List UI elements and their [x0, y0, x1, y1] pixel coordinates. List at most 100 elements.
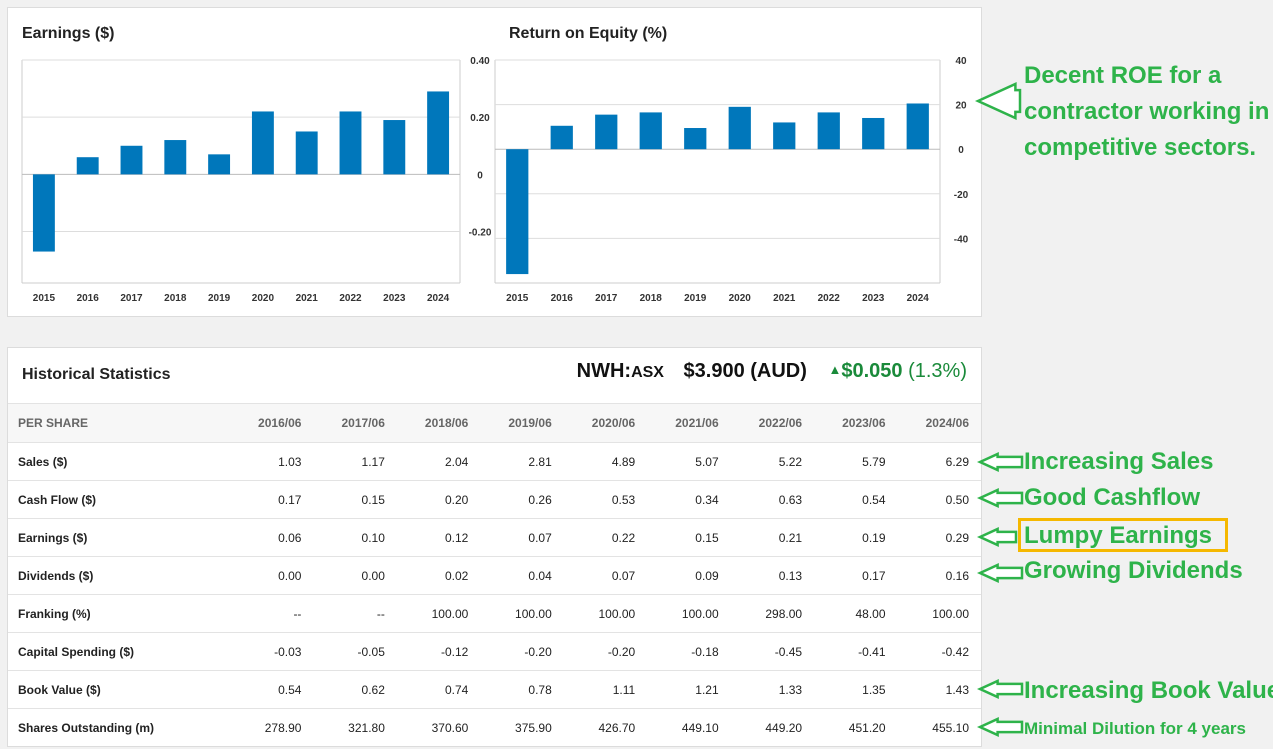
table-cell: 298.00: [730, 594, 815, 633]
book-value-arrow-icon: [976, 679, 1024, 699]
chart-1-group: 40 20 0 -20 -40 2015 2016 2017 2018 2019 2020 2021 2…: [494, 56, 969, 304]
table-cell: -0.41: [814, 632, 898, 671]
table-cell: -0.20: [480, 632, 564, 671]
x-tick-label: 2017: [120, 293, 143, 304]
table-row: Dividends ($) 0.00 0.00 0.02 0.04 0.07 0.09 0.1…: [8, 556, 981, 595]
table-row: Earnings ($) 0.06 0.10 0.12 0.07 0.22 0.15 0.21…: [8, 518, 981, 557]
table-cell: 0.29: [897, 518, 981, 557]
bar: [295, 131, 318, 175]
bar: [76, 157, 99, 175]
bar: [251, 111, 274, 175]
shares-annotation: Minimal Dilution for 4 years: [1024, 719, 1246, 738]
y-tick-label: 40: [955, 56, 967, 67]
table-cell: 370.60: [396, 708, 481, 746]
table-cell: 0.10: [313, 518, 397, 557]
bar: [506, 149, 529, 275]
y-tick-label: -0.20: [469, 228, 492, 239]
bar: [773, 122, 796, 150]
price-change: $0.050: [841, 360, 903, 382]
exchange: ASX: [631, 364, 664, 381]
x-tick-label: 2024: [907, 293, 930, 304]
table-cell: 0.50: [897, 480, 981, 519]
table-cell: 0.78: [480, 670, 564, 709]
column-header: PER SHARE: [8, 403, 230, 443]
table-cell: 100.00: [563, 594, 648, 633]
table-row: Cash Flow ($) 0.17 0.15 0.20 0.26 0.53 0.34 0.6…: [8, 480, 981, 519]
x-tick-label: 2017: [595, 293, 618, 304]
historical-stats-panel: Historical Statistics NWH:ASX $3.900 (AU…: [7, 347, 982, 747]
bar: [120, 145, 143, 175]
table-cell: 0.17: [814, 556, 898, 595]
column-header: 2017/06: [313, 403, 397, 443]
shares-arrow-icon: [976, 717, 1024, 737]
table-cell: --: [313, 594, 397, 633]
y-tick-label: -40: [954, 234, 969, 245]
column-header: 2018/06: [396, 403, 481, 443]
column-header: 2022/06: [730, 403, 815, 443]
bar: [684, 128, 707, 150]
table-row: Shares Outstanding (m) 278.90 321.80 370.60…: [8, 708, 981, 746]
price-change-pct: (1.3%): [908, 360, 967, 382]
table-cell: 1.43: [897, 670, 981, 709]
x-tick-label: 2018: [640, 293, 663, 304]
table-cell: 0.12: [396, 518, 481, 557]
x-tick-label: 2022: [818, 293, 841, 304]
bar: [164, 140, 187, 175]
y-tick-label: 0.20: [470, 113, 490, 124]
bar: [906, 103, 929, 150]
bar: [208, 154, 231, 175]
x-tick-label: 2020: [729, 293, 752, 304]
highlight-box: [1018, 518, 1228, 552]
x-tick-label: 2016: [551, 293, 574, 304]
x-tick-label: 2021: [773, 293, 796, 304]
table-cell: -0.45: [730, 632, 815, 671]
row-label: Cash Flow ($): [8, 480, 230, 519]
table-cell: 0.19: [814, 518, 898, 557]
table-row: Book Value ($) 0.54 0.62 0.74 0.78 1.11 1.21 1.…: [8, 670, 981, 709]
table-cell: 426.70: [563, 708, 648, 746]
table-cell: 100.00: [396, 594, 481, 633]
y-tick-label: 0: [958, 145, 964, 156]
table-cell: 100.00: [897, 594, 981, 633]
table-cell: 0.04: [480, 556, 564, 595]
x-tick-label: 2022: [339, 293, 362, 304]
table-cell: -0.18: [647, 632, 731, 671]
cashflow-arrow-icon: [976, 488, 1024, 508]
table-cell: -0.03: [230, 632, 314, 671]
table-cell: 2.04: [396, 442, 481, 481]
y-tick-label: -20: [954, 190, 969, 201]
table-cell: 449.10: [647, 708, 731, 746]
table-cell: 0.15: [313, 480, 397, 519]
bar: [595, 114, 618, 150]
table-cell: 1.17: [313, 442, 397, 481]
table-cell: 0.15: [647, 518, 731, 557]
table-header-row: PER SHARE 2016/06 2017/06 2018/06 2019/06 20…: [8, 403, 981, 443]
table-cell: 0.54: [230, 670, 314, 709]
table-cell: 0.22: [563, 518, 648, 557]
ticker: NWH:: [576, 360, 632, 382]
y-tick-label: 0.40: [470, 56, 490, 67]
table-cell: 0.07: [480, 518, 564, 557]
table-cell: 0.34: [647, 480, 731, 519]
stock-quote: NWH:ASX $3.900 (AUD) ▲$0.050 (1.3%): [577, 360, 967, 383]
earnings-chart-title: Earnings ($): [22, 25, 115, 42]
table-cell: 0.63: [730, 480, 815, 519]
bar: [817, 112, 840, 150]
table-cell: 100.00: [647, 594, 731, 633]
x-tick-label: 2024: [427, 293, 450, 304]
table-cell: 1.33: [730, 670, 815, 709]
roe-chart-title: Return on Equity (%): [509, 25, 668, 42]
bar: [32, 174, 55, 252]
earnings-arrow-icon: [976, 527, 1018, 547]
stats-title: Historical Statistics: [22, 366, 171, 383]
chart-0-group: 0.40 0.20 0 -0.20 2015 2016 2017 2018 2019 2020 20…: [21, 56, 492, 304]
x-tick-label: 2015: [33, 293, 56, 304]
stats-table: PER SHARE 2016/06 2017/06 2018/06 2019/06 20…: [8, 403, 981, 746]
y-tick-label: 20: [955, 101, 967, 112]
column-header: 2021/06: [647, 403, 731, 443]
row-label: Shares Outstanding (m): [8, 708, 230, 746]
table-cell: 0.00: [313, 556, 397, 595]
table-cell: 449.20: [730, 708, 815, 746]
table-cell: -0.12: [396, 632, 481, 671]
bar: [427, 91, 450, 175]
